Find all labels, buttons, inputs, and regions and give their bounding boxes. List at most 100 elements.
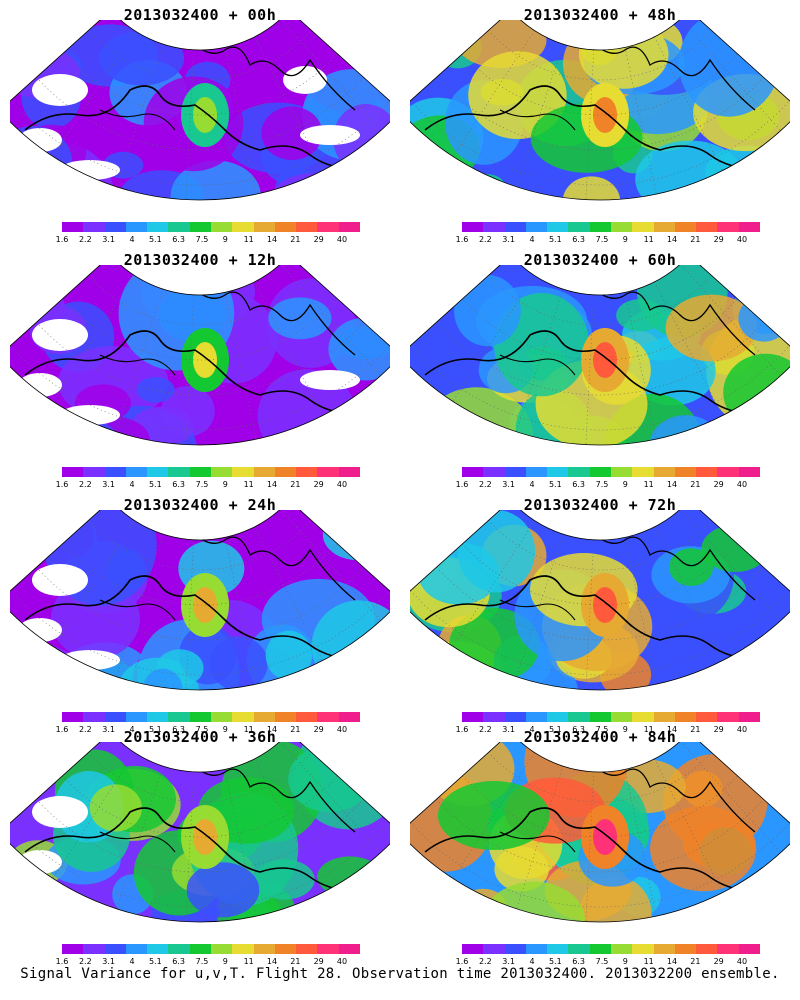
colorbar-swatch bbox=[125, 944, 148, 954]
panel: 2013032400 + 24h 1.6 2.2 3.1 4 5.1 6.3 7.5 9 11 1… bbox=[0, 490, 400, 735]
colorbar-swatch bbox=[674, 944, 697, 954]
colorbar-swatch bbox=[462, 467, 484, 477]
colorbar-labels: 1.6 2.2 3.1 4 5.1 6.3 7.5 9 11 14 21 29 40 bbox=[52, 480, 370, 490]
colorbar-swatch bbox=[274, 222, 297, 232]
colorbar-swatch bbox=[253, 712, 275, 722]
colorbar-tick-label: 29 bbox=[313, 725, 324, 734]
colorbar-tick-label: 2.2 bbox=[478, 725, 492, 734]
colorbar-swatch bbox=[632, 944, 654, 954]
colorbar-tick-label: 4 bbox=[129, 957, 135, 966]
colorbar-labels: 1.6 2.2 3.1 4 5.1 6.3 7.5 9 11 14 21 29 40 bbox=[52, 725, 370, 735]
colorbar-tick-label: 21 bbox=[290, 235, 301, 244]
colorbar bbox=[62, 222, 360, 232]
colorbar-tick-label: 7.5 bbox=[595, 725, 609, 734]
colorbar-swatch bbox=[296, 222, 318, 232]
colorbar-swatch bbox=[253, 944, 275, 954]
colorbar-swatch bbox=[338, 222, 360, 232]
colorbar-swatch bbox=[610, 712, 633, 722]
colorbar-swatch bbox=[717, 467, 739, 477]
colorbar-labels: 1.6 2.2 3.1 4 5.1 6.3 7.5 9 11 14 21 29 40 bbox=[52, 235, 370, 245]
colorbar-swatch bbox=[653, 467, 675, 477]
colorbar-swatch bbox=[632, 712, 654, 722]
colorbar-tick-label: 1.6 bbox=[55, 235, 69, 244]
colorbar-swatch bbox=[610, 944, 633, 954]
colorbar-tick-label: 9 bbox=[622, 957, 628, 966]
colorbar-tick-label: 3.1 bbox=[102, 725, 116, 734]
colorbar-tick-label: 40 bbox=[736, 235, 748, 244]
colorbar-tick-label: 2.2 bbox=[478, 235, 492, 244]
colorbar-tick-label: 2.2 bbox=[78, 235, 92, 244]
colorbar-tick-label: 2.2 bbox=[78, 725, 92, 734]
colorbar-swatch bbox=[210, 467, 233, 477]
colorbar-tick-label: 40 bbox=[336, 957, 348, 966]
colorbar-tick-label: 3.1 bbox=[102, 235, 116, 244]
colorbar bbox=[62, 712, 360, 722]
colorbar-swatch bbox=[189, 222, 211, 232]
colorbar-swatch bbox=[504, 712, 526, 722]
colorbar-swatch bbox=[525, 712, 548, 722]
colorbar-labels: 1.6 2.2 3.1 4 5.1 6.3 7.5 9 11 14 21 29 40 bbox=[452, 957, 770, 967]
colorbar-tick-label: 29 bbox=[713, 725, 724, 734]
colorbar-swatch bbox=[62, 467, 84, 477]
panel: 2013032400 + 72h 1.6 2.2 3.1 4 5.1 6.3 7.5 9 11 1… bbox=[400, 490, 800, 735]
colorbar-tick-label: 5.1 bbox=[148, 480, 162, 489]
colorbar-swatch bbox=[338, 712, 360, 722]
colorbar-tick-label: 6.3 bbox=[572, 725, 586, 734]
colorbar-swatch bbox=[104, 944, 126, 954]
colorbar-tick-label: 14 bbox=[666, 480, 678, 489]
colorbar-tick-label: 4 bbox=[129, 480, 135, 489]
colorbar-tick-label: 5.1 bbox=[148, 957, 162, 966]
colorbar-swatch bbox=[232, 467, 254, 477]
colorbar-swatch bbox=[738, 712, 760, 722]
colorbar-swatch bbox=[462, 712, 484, 722]
colorbar-swatch bbox=[274, 944, 297, 954]
colorbar-swatch bbox=[168, 712, 190, 722]
colorbar-swatch bbox=[696, 944, 718, 954]
colorbar-tick-label: 14 bbox=[666, 235, 678, 244]
panel-title: 2013032400 + 24h bbox=[123, 496, 277, 514]
colorbar-swatch bbox=[189, 712, 211, 722]
colorbar-swatch bbox=[147, 222, 169, 232]
colorbar-swatch bbox=[504, 467, 526, 477]
colorbar-swatch bbox=[168, 944, 190, 954]
panel: 2013032400 + 12h 1.6 2.2 3.1 4 5.1 6.3 7.5 9 11 1… bbox=[0, 245, 400, 490]
colorbar-swatch bbox=[83, 222, 105, 232]
colorbar-tick-label: 4 bbox=[129, 725, 135, 734]
colorbar-swatch bbox=[210, 712, 233, 722]
colorbar-swatch bbox=[525, 222, 548, 232]
colorbar-tick-label: 29 bbox=[713, 480, 724, 489]
colorbar-swatch bbox=[253, 222, 275, 232]
colorbar-tick-label: 7.5 bbox=[195, 480, 209, 489]
colorbar-tick-label: 2.2 bbox=[78, 480, 92, 489]
colorbar-tick-label: 11 bbox=[643, 957, 654, 966]
colorbar-swatch bbox=[104, 467, 126, 477]
colorbar-swatch bbox=[125, 222, 148, 232]
colorbar-tick-label: 40 bbox=[336, 235, 348, 244]
colorbar-tick-label: 3.1 bbox=[502, 480, 516, 489]
colorbar-swatch bbox=[62, 944, 84, 954]
colorbar-tick-label: 7.5 bbox=[195, 725, 209, 734]
colorbar-swatch bbox=[274, 712, 297, 722]
colorbar-labels: 1.6 2.2 3.1 4 5.1 6.3 7.5 9 11 14 21 29 40 bbox=[52, 957, 370, 967]
colorbar-swatch bbox=[696, 222, 718, 232]
colorbar-swatch bbox=[653, 222, 675, 232]
colorbar-tick-label: 4 bbox=[129, 235, 135, 244]
colorbar-swatch bbox=[653, 944, 675, 954]
colorbar-tick-label: 9 bbox=[622, 235, 628, 244]
colorbar-tick-label: 11 bbox=[643, 235, 654, 244]
panel-title: 2013032400 + 48h bbox=[523, 6, 677, 24]
colorbar bbox=[462, 467, 760, 477]
colorbar-swatch bbox=[338, 467, 360, 477]
colorbar-tick-label: 6.3 bbox=[172, 725, 186, 734]
colorbar-swatch bbox=[462, 944, 484, 954]
colorbar-tick-label: 3.1 bbox=[502, 235, 516, 244]
panel-title: 2013032400 + 00h bbox=[123, 6, 277, 24]
colorbar-swatch bbox=[674, 712, 697, 722]
colorbar-swatch bbox=[674, 222, 697, 232]
colorbar-tick-label: 2.2 bbox=[78, 957, 92, 966]
panel-title: 2013032400 + 36h bbox=[123, 728, 277, 746]
colorbar-tick-label: 1.6 bbox=[55, 725, 69, 734]
colorbar-swatch bbox=[589, 944, 611, 954]
colorbar-swatch bbox=[83, 944, 105, 954]
map-plot bbox=[10, 265, 390, 446]
